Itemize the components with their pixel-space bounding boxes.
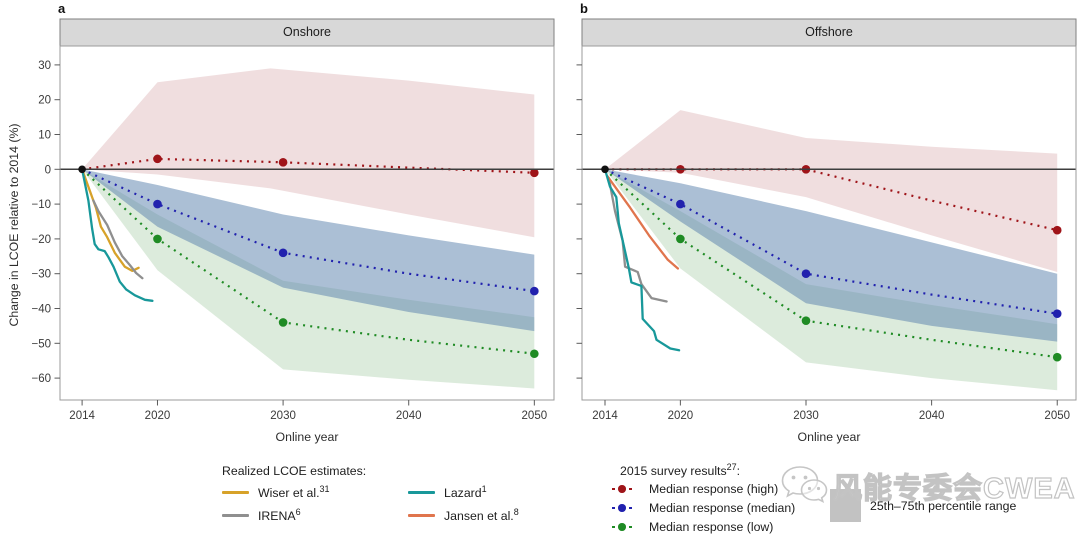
legend-item-label: Wiser et al.31: [258, 484, 330, 501]
survey-marker: [1052, 309, 1062, 319]
y-axis-label: Change in LCOE relative to 2014 (%): [7, 123, 21, 327]
plot-border: [581, 45, 1077, 401]
survey-marker: [153, 234, 162, 244]
survey-line-b: [604, 168, 1058, 315]
irena-line-swatch: [222, 513, 249, 517]
x-tick-label: 2050: [522, 410, 548, 422]
band-low-b: [605, 169, 1058, 391]
legend-item-label: IRENA6: [258, 507, 301, 524]
realized-line-jansen-et-al-b: [606, 175, 680, 270]
plot-border: [59, 45, 555, 401]
band-median-b: [605, 169, 1058, 342]
y-tick-label: −40: [31, 304, 51, 316]
origin-dot: [78, 165, 86, 174]
y-tick-label: 10: [38, 130, 51, 142]
survey-marker: [1052, 352, 1062, 362]
survey-marker: [530, 286, 539, 296]
panel-letter-b: b: [580, 1, 588, 16]
legend-realized: Realized LCOE estimates: Wiser et al.31 …: [222, 464, 519, 523]
legend-survey: 2015 survey results27: Median response (…: [612, 462, 795, 534]
y-tick-label: 30: [38, 60, 51, 72]
x-tick-label: 2030: [270, 410, 296, 422]
median-low-dot-swatch: [612, 523, 642, 531]
x-axis-label-a: Online year: [275, 430, 339, 444]
x-tick-label: 2020: [145, 410, 171, 422]
legend-percentile-range: 25th–75th percentile range: [830, 489, 1016, 522]
survey-marker: [801, 316, 811, 325]
percentile-range-label: 25th–75th percentile range: [870, 498, 1017, 513]
legend-item-label: Median response (median): [649, 501, 796, 516]
survey-marker: [278, 158, 288, 167]
legend-item-label: Lazard1: [444, 484, 487, 501]
survey-marker: [530, 349, 539, 359]
x-tick-label: 2050: [1044, 410, 1070, 422]
x-tick-label: 2020: [668, 410, 694, 422]
x-tick-label: 2014: [592, 410, 618, 422]
lazard-line-swatch: [408, 490, 435, 494]
plot-content: [603, 110, 1062, 391]
panel-a: 30 20 10 0 −10 −20 −30 −40 −50 −60 2014 2020 2030 204…: [31, 18, 555, 422]
strip-box-b: [581, 18, 1077, 47]
realized-line-lazardb: [603, 168, 681, 352]
band-low-a: [82, 169, 535, 389]
x-tick-label: 2040: [919, 410, 945, 422]
band-high-b: [605, 110, 1058, 272]
y-tick-label: 20: [38, 95, 51, 107]
realized-line-lazarda: [80, 168, 154, 302]
legend-item-median-median: Median response (median): [612, 501, 795, 515]
band-median-a: [82, 169, 535, 332]
legend-item-label: Median response (low): [649, 520, 774, 535]
y-tick-label: −60: [31, 373, 51, 385]
band-high-a: [82, 68, 535, 238]
median-high-dot-swatch: [612, 485, 642, 493]
realized-line-irenaa: [92, 199, 144, 280]
survey-marker: [278, 248, 288, 258]
legend-item-median-high: Median response (high): [612, 482, 795, 496]
survey-marker: [676, 234, 685, 244]
y-tick-label: −10: [31, 199, 51, 211]
y-tick-label: −50: [31, 338, 51, 350]
legend-item-label: Jansen et al.8: [444, 507, 519, 524]
y-tick-label: 0: [45, 164, 51, 176]
survey-marker: [1052, 225, 1062, 235]
panel-b: 2014 2020 2030 2040 2050: [576, 18, 1077, 422]
survey-marker: [530, 168, 539, 178]
strip-box-a: [59, 18, 555, 47]
wiser-line-swatch: [222, 490, 249, 494]
survey-marker: [676, 199, 685, 209]
survey-marker: [278, 318, 288, 327]
median-median-dot-swatch: [612, 504, 642, 512]
panel-letter-a: a: [58, 1, 66, 16]
survey-marker: [153, 199, 162, 209]
x-tick-label: 2014: [69, 410, 95, 422]
y-tick-label: −30: [31, 269, 51, 281]
strip-title-onshore: Onshore: [283, 25, 331, 39]
legend-survey-items: Median response (high) Median response (…: [612, 482, 795, 534]
realized-line-irenab: [607, 176, 668, 303]
origin-dot: [601, 165, 609, 174]
x-tick-label: 2040: [396, 410, 422, 422]
legend-realized-title: Realized LCOE estimates:: [222, 464, 367, 478]
legend-item-median-low: Median response (low): [612, 520, 795, 534]
legend-survey-title: 2015 survey results27:: [620, 462, 741, 479]
x-axis-label-b: Online year: [797, 430, 861, 444]
legend-realized-items: Wiser et al.31 Lazard1 IRENA6 Jansen et …: [222, 484, 519, 523]
survey-marker: [153, 154, 162, 164]
plot-content: [80, 68, 539, 389]
strip-title-offshore: Offshore: [805, 25, 853, 39]
legend-item-irena: IRENA6: [222, 507, 408, 523]
legend-item-wiser: Wiser et al.31: [222, 484, 408, 500]
legend-item-label: Median response (high): [649, 482, 779, 497]
survey-marker: [801, 269, 811, 279]
x-tick-label: 2030: [793, 410, 819, 422]
percentile-range-swatch: [830, 489, 861, 522]
jansen-line-swatch: [408, 513, 435, 517]
legend-item-lazard: Lazard1: [408, 484, 519, 500]
legend-item-jansen: Jansen et al.8: [408, 507, 519, 523]
y-tick-label: −20: [31, 234, 51, 246]
